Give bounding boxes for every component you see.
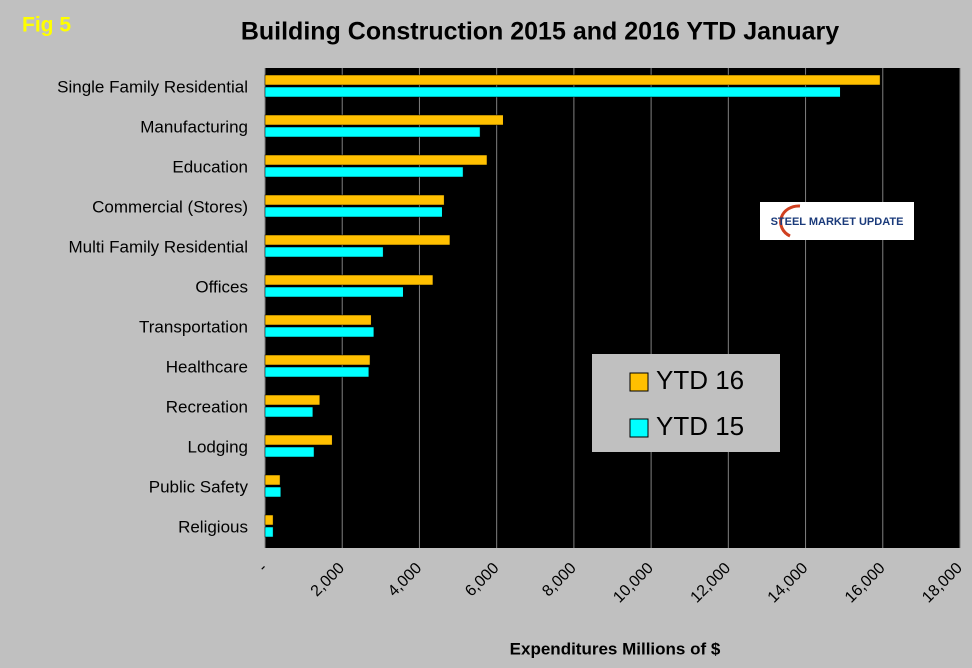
bar (264, 394, 321, 406)
legend-swatch (629, 418, 649, 438)
bar (264, 514, 274, 526)
y-tick-label: Offices (195, 277, 248, 296)
legend-swatch (629, 372, 649, 392)
grid (264, 68, 961, 548)
bar (264, 154, 488, 166)
bar (264, 274, 434, 286)
y-tick-label: Education (172, 157, 248, 176)
y-tick-label: Religious (178, 517, 248, 536)
bar (264, 486, 282, 498)
bars (264, 74, 881, 538)
bar (264, 114, 504, 126)
legend-label: YTD 16 (656, 365, 744, 395)
legend-label: YTD 15 (656, 411, 744, 441)
bar (264, 314, 372, 326)
y-tick-label: Public Safety (149, 477, 249, 496)
y-tick-label: Transportation (139, 317, 248, 336)
bar (264, 234, 451, 246)
bar (264, 474, 281, 486)
legend-box (592, 354, 780, 452)
bar (264, 246, 384, 258)
bar (264, 74, 881, 86)
bar (264, 326, 375, 338)
bar (264, 206, 443, 218)
bar (264, 286, 404, 298)
bar (264, 126, 481, 138)
bar (264, 194, 445, 206)
logo-swoosh (779, 204, 801, 238)
y-tick-label: Healthcare (166, 357, 248, 376)
y-tick-label: Recreation (166, 397, 248, 416)
y-tick-label: Manufacturing (140, 117, 248, 136)
bar (264, 86, 841, 98)
bar (264, 354, 371, 366)
bar (264, 526, 274, 538)
legend: YTD 16 YTD 15 (629, 365, 744, 441)
y-tick-label: Commercial (Stores) (92, 197, 248, 216)
fig-label: Fig 5 (22, 14, 71, 37)
bar (264, 434, 333, 446)
y-tick-label: Multi Family Residential (69, 237, 249, 256)
y-tick-label: Single Family Residential (57, 77, 248, 96)
plot-area (265, 68, 960, 548)
y-tick-label: Lodging (187, 437, 248, 456)
logo-text: STEEL MARKET UPDATE (771, 216, 904, 228)
bar (264, 166, 464, 178)
bar (264, 406, 314, 418)
x-axis-label: Expenditures Millions of $ (510, 639, 721, 658)
chart-title: Building Construction 2015 and 2016 YTD … (241, 18, 839, 46)
bar (264, 446, 315, 458)
logo: STEEL MARKET UPDATE (760, 202, 914, 240)
bar (264, 366, 370, 378)
